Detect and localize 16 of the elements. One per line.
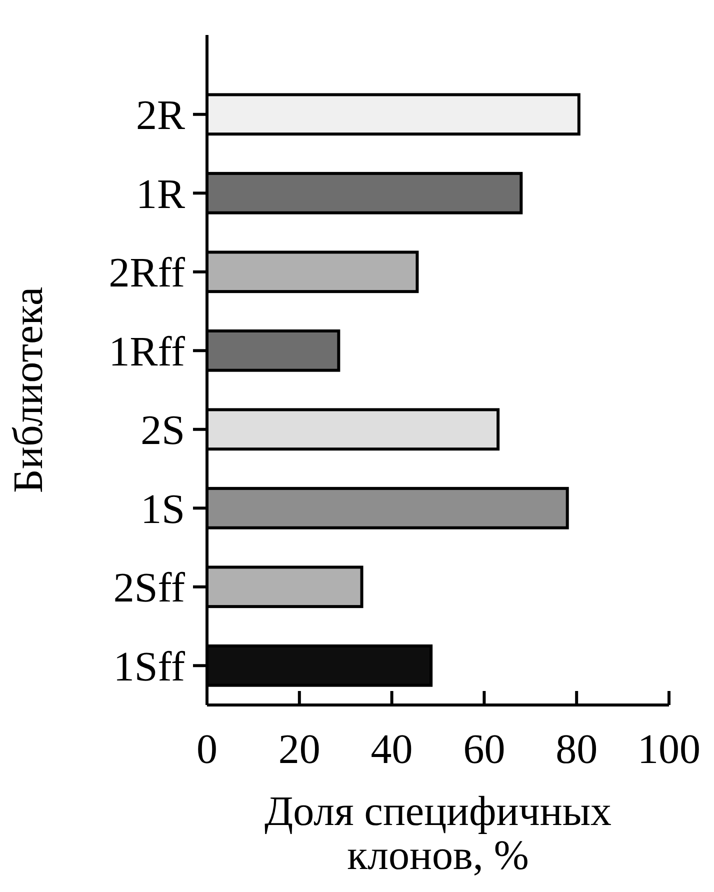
y-tick-label: 2R — [136, 93, 185, 140]
x-tick-label: 60 — [463, 727, 506, 773]
x-tick-label: 20 — [278, 727, 320, 773]
y-tick-label: 2Sff — [113, 566, 186, 612]
y-tick-label: 2Rff — [108, 250, 186, 297]
x-axis-title: Доля специфичных клонов, % — [264, 789, 612, 879]
y-tick-label: 2S — [140, 408, 185, 454]
y-tick-label: 1Sff — [113, 644, 186, 690]
y-tick-label: 1R — [136, 172, 185, 218]
y-tick-label: 1S — [140, 486, 185, 533]
y-axis-title: Библиотека — [6, 286, 52, 494]
x-tick-label: 0 — [196, 727, 218, 773]
x-tick-label: 40 — [370, 727, 413, 773]
x-tick-label: 100 — [638, 727, 700, 773]
y-tick-label: 1Rff — [108, 329, 186, 376]
x-tick-label: 80 — [556, 727, 598, 773]
